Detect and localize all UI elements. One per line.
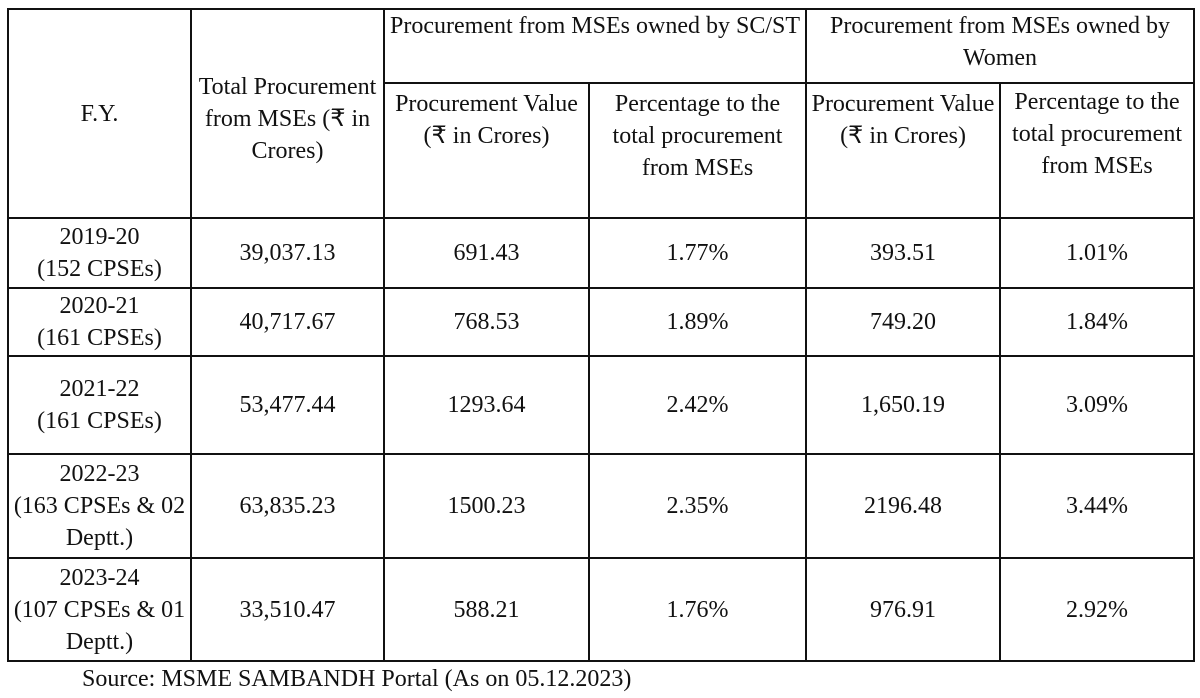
fy-year: 2023-24 [59,564,140,591]
header-scst-pct: Percentage to the total procurement from… [587,82,808,219]
table-row: 2023-24 (107 CPSEs & 01 Deptt.) 33,510.47… [7,557,1196,662]
scst-pct-cell: 1.77% [587,217,808,289]
header-women-pct: Percentage to the total procurement from… [999,82,1196,219]
fy-year: 2019-20 [59,224,140,250]
women-pct-cell: 2.92% [999,557,1196,662]
scst-pct-cell: 2.35% [587,453,808,559]
total-cell: 39,037.13 [190,217,385,289]
fy-note: (107 CPSEs & 01 Deptt.) [13,596,186,655]
source-note: Source: MSME SAMBANDH Portal (As on 05.1… [82,666,632,692]
header-scst-value: Procurement Value (₹ in Crores) [383,82,590,219]
fy-cell: 2022-23 (163 CPSEs & 02 Deptt.) [7,453,192,559]
women-value-cell: 2196.48 [805,453,1002,559]
women-pct-cell: 1.01% [999,217,1196,289]
header-women-value: Procurement Value (₹ in Crores) [805,82,1002,219]
fy-cell: 2021-22 (161 CPSEs) [7,355,192,455]
fy-cell: 2019-20 (152 CPSEs) [7,217,192,289]
scst-pct-cell: 1.89% [587,287,808,357]
total-cell: 53,477.44 [190,355,385,455]
header-total: Total Procurement from MSEs (₹ in Crores… [190,8,385,219]
header-fy: F.Y. [7,8,192,219]
table-row: 2019-20 (152 CPSEs) 39,037.13 691.43 1.77… [7,217,1196,289]
table-row: 2020-21 (161 CPSEs) 40,717.67 768.53 1.89… [7,287,1196,357]
header-women-group: Procurement from MSEs owned by Women [805,8,1196,84]
women-value-cell: 1,650.19 [805,355,1002,455]
fy-cell: 2020-21 (161 CPSEs) [7,287,192,357]
women-value-cell: 749.20 [805,287,1002,357]
fy-note: (161 CPSEs) [37,325,162,351]
total-cell: 33,510.47 [190,557,385,662]
fy-year: 2021-22 [59,376,140,402]
scst-pct-cell: 2.42% [587,355,808,455]
fy-cell: 2023-24 (107 CPSEs & 01 Deptt.) [7,557,192,662]
fy-note: (161 CPSEs) [37,408,162,434]
total-cell: 63,835.23 [190,453,385,559]
women-value-cell: 976.91 [805,557,1002,662]
women-pct-cell: 3.09% [999,355,1196,455]
table-row: 2022-23 (163 CPSEs & 02 Deptt.) 63,835.23… [7,453,1196,559]
fy-note: (152 CPSEs) [37,256,162,282]
scst-value-cell: 768.53 [383,287,590,357]
procurement-table: F.Y. Total Procurement from MSEs (₹ in C… [7,8,1196,662]
header-scst-group: Procurement from MSEs owned by SC/ST [382,8,808,84]
scst-value-cell: 588.21 [383,557,590,662]
women-value-cell: 393.51 [805,217,1002,289]
women-pct-cell: 3.44% [999,453,1196,559]
table-row: 2021-22 (161 CPSEs) 53,477.44 1293.64 2.4… [7,355,1196,455]
scst-value-cell: 1293.64 [383,355,590,455]
women-pct-cell: 1.84% [999,287,1196,357]
scst-value-cell: 1500.23 [383,453,590,559]
scst-value-cell: 691.43 [383,217,590,289]
scst-pct-cell: 1.76% [587,557,808,662]
fy-year: 2022-23 [59,461,140,487]
fy-year: 2020-21 [59,293,140,319]
total-cell: 40,717.67 [190,287,385,357]
fy-note: (163 CPSEs & 02 Deptt.) [13,493,186,551]
